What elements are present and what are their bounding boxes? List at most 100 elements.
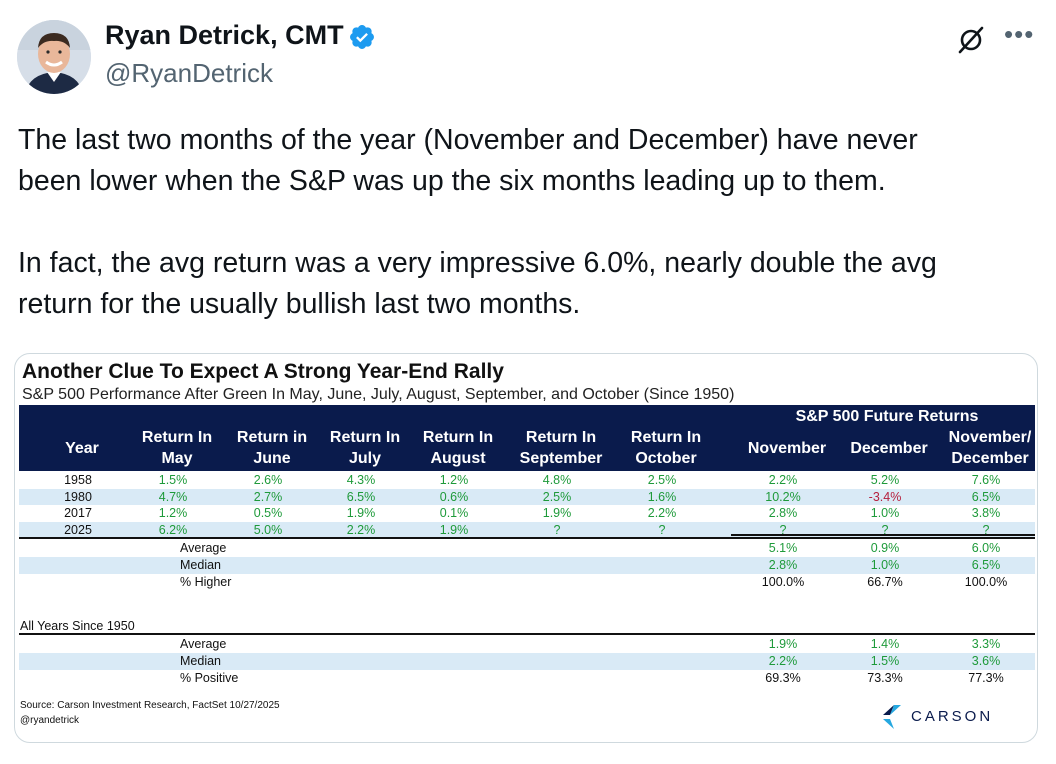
table-cell: 3.8% [971,506,1001,520]
table-cell: 1.0% [870,506,900,520]
summary-value: 0.9% [870,541,900,555]
table-column-header-line: Year [65,440,99,457]
table-cell: 1.5% [158,473,188,487]
table-cell: 2.8% [768,506,798,520]
chart-credit: @ryandetrick [20,715,80,726]
tweet-text-line: been lower when the S&P was up the six m… [18,165,886,197]
table-cell: 0.5% [253,506,283,520]
summary-label: Median [180,558,221,572]
table-cell: 0.1% [439,506,469,520]
chart-title: Another Clue To Expect A Strong Year-End… [22,360,504,383]
tweet-media-image[interactable]: Another Clue To Expect A Strong Year-End… [14,353,1038,743]
table-cell: 2.5% [542,489,572,504]
table-column-header-line: October [635,450,697,467]
table-cell: 6.5% [346,489,376,504]
carson-logo-icon [883,705,901,729]
table-row-band [19,653,1035,670]
tweet-text-line: The last two months of the year (Novembe… [18,124,918,156]
table-column-header: Return In September [507,427,615,469]
table-column-header-line: Return In [525,429,597,446]
table-row-year: 2017 [64,506,92,520]
table-cell: 1.9% [346,506,376,520]
summary-value: 1.0% [870,558,900,572]
table-column-header: Return In July [320,427,410,469]
table-cell: 2.7% [253,489,283,504]
all-years-label: All Years Since 1950 [20,619,135,633]
table-column-header-line: July [348,450,381,467]
summary-label: % Higher [180,575,232,589]
table-column-header-line: May [161,450,193,467]
table-header: S&P 500 Future Returns Year Return In May Re… [19,405,1035,471]
table-cell: 6.5% [971,489,1001,504]
summary-label: Median [180,654,221,668]
table-cell: 4.3% [346,473,376,487]
summary-value: 1.5% [870,654,900,668]
author-handle[interactable]: @RyanDetrick [105,58,273,88]
summary-value: 73.3% [867,671,903,685]
table-cell: ? [982,522,990,537]
table-column-header: December [841,438,937,459]
table-column-header-line: Return In [630,429,702,446]
table-cell: 10.2% [765,489,801,504]
chart-subtitle: S&P 500 Performance After Green In May, … [22,386,735,403]
summary-value: 1.4% [870,637,900,651]
avatar[interactable] [17,20,91,94]
tweet-text: The last two months of the year (Novembe… [18,120,1038,325]
table-column-header-line: Return in [236,429,308,446]
table-cell: -3.4% [868,489,902,504]
table-divider [19,633,1035,635]
table-divider [731,534,1035,536]
table-cell: 2.2% [647,506,677,520]
summary-value: 69.3% [765,671,801,685]
tweet-text-line: return for the usually bullish last two … [18,288,581,320]
table-cell: 1.2% [439,473,469,487]
summary-label: Average [180,637,227,651]
table-row-band [19,521,1035,538]
table-column-header-line: December [850,440,928,457]
table-column-header: Return in June [225,427,319,469]
table-column-header: November/December [938,427,1037,469]
summary-value: 2.2% [768,654,798,668]
table-cell: 7.6% [971,473,1001,487]
summary-value: 100.0% [761,575,805,589]
summary-value: 6.5% [971,558,1001,572]
table-column-header: Return In August [411,427,505,469]
table-cell: 6.2% [158,522,188,537]
table-column-header-line: December [951,450,1029,467]
table-cell: 2.5% [647,473,677,487]
table-column-header-line: August [430,450,486,467]
table-row-band [19,557,1035,574]
table-row-year: 1958 [64,473,92,487]
table-cell: 0.6% [439,489,469,504]
table-column-header: November [732,438,842,459]
table-column-header-line: Return In [141,429,213,446]
table-cell: 1.6% [647,489,677,504]
table-cell: 1.9% [439,522,469,537]
table-cell: 4.8% [542,473,572,487]
summary-value: 1.9% [768,637,798,651]
table-cell: 1.2% [158,506,188,520]
table-column-header-line: November [747,440,827,457]
summary-label: % Positive [180,671,239,685]
verified-badge-icon[interactable] [348,23,376,51]
table-column-header-line: Return In [329,429,401,446]
table-row-band [19,488,1035,505]
summary-value: 3.3% [971,637,1001,651]
table-column-header-line: September [519,450,603,467]
grok-icon[interactable] [956,25,986,55]
summary-label: Average [180,541,227,555]
table-divider [19,537,1035,539]
table-cell: ? [779,522,787,537]
table-column-header-line: June [253,450,291,467]
table-row-year: 2025 [64,522,92,537]
carson-brand-text: CARSON [911,708,994,725]
summary-value: 6.0% [971,541,1001,555]
table-column-header: Year [42,438,122,459]
table-cell: 5.0% [253,522,283,537]
tweet-text-line: In fact, the avg return was a very impre… [18,247,937,279]
avatar-photo [17,20,91,94]
summary-value: 3.6% [971,654,1001,668]
author-name[interactable]: Ryan Detrick, CMT [105,20,344,50]
table-cell: 4.7% [158,489,188,504]
more-options-icon[interactable]: ••• [1004,19,1035,49]
